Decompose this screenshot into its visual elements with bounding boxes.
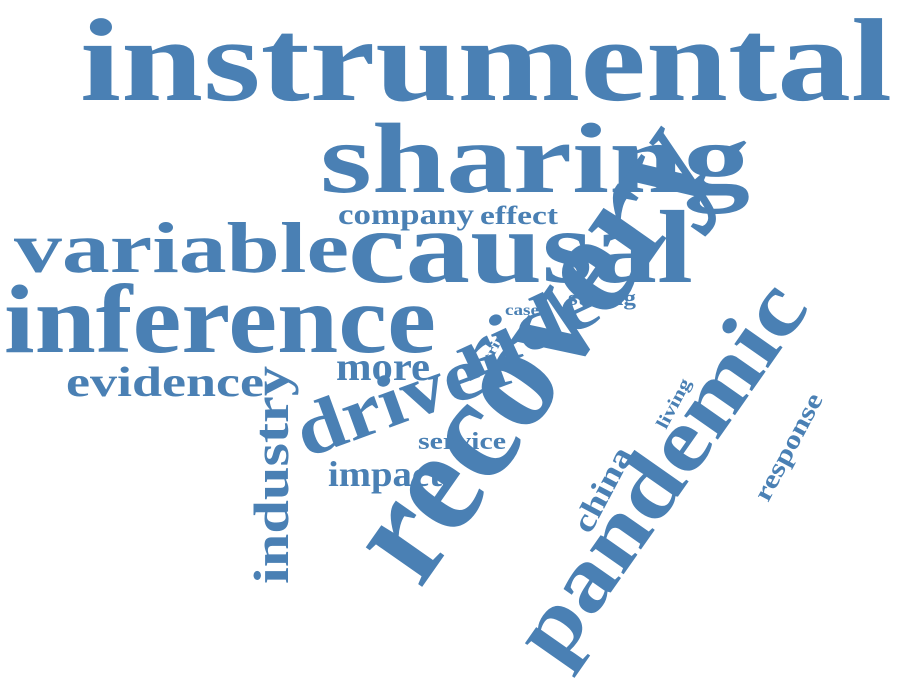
word-effect: effect	[480, 201, 558, 230]
word-strong: strong	[568, 285, 636, 310]
word-evidence: evidence	[66, 360, 264, 406]
word-case: case	[505, 302, 539, 319]
word-causal: causal	[348, 190, 693, 305]
word-company: company	[338, 198, 474, 231]
word-industry: industry	[243, 366, 299, 584]
word-more: more	[336, 344, 430, 389]
word-service: service	[418, 429, 506, 455]
word-instrumental: instrumental	[80, 0, 892, 126]
word-inference: inference	[4, 266, 436, 374]
word-sharing: sharing	[320, 103, 750, 214]
words-layer: instrumental sharing causal variable inf…	[4, 0, 892, 679]
word-impact: impact	[328, 454, 442, 494]
word-variable: variable	[14, 208, 349, 288]
